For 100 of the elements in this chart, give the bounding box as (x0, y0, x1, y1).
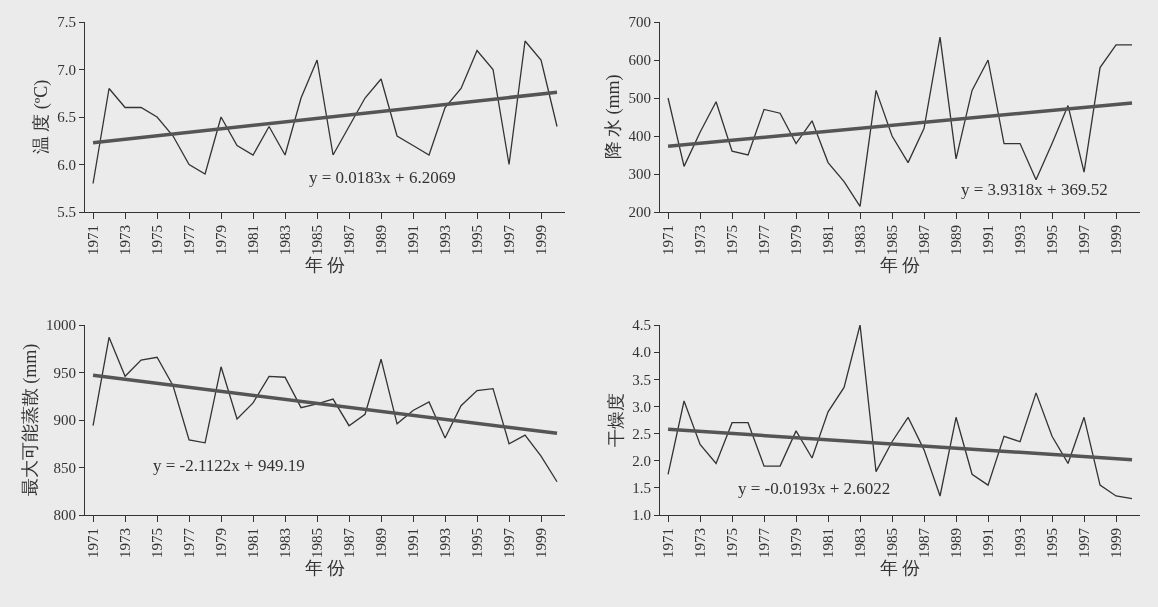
x-tick-label: 1997 (1075, 527, 1092, 558)
y-tick-label: 500 (628, 90, 651, 107)
y-tick-label: 900 (53, 412, 76, 429)
annotation: y = -0.0193x + 2.6022 (738, 479, 891, 498)
y-tick-label: 2.5 (632, 425, 651, 442)
x-tick-label: 1975 (148, 225, 165, 255)
x-tick-label: 1993 (1011, 225, 1028, 255)
y-tick-label: 4.0 (632, 344, 651, 361)
x-tick-label: 1999 (532, 225, 549, 255)
x-axis-title: 年 份 (304, 558, 346, 579)
x-tick-label: 1993 (436, 225, 453, 255)
x-tick-label: 1991 (979, 528, 996, 558)
x-tick-label: 1973 (116, 225, 133, 255)
y-tick-label: 400 (628, 128, 651, 145)
y-axis-title: 温 度 (ºC) (31, 79, 53, 155)
x-tick-label: 1985 (308, 225, 325, 255)
line-series (92, 40, 558, 185)
y-tick-label: 200 (628, 204, 651, 221)
y-tick-label: 950 (53, 364, 76, 381)
x-tick-label: 1983 (851, 528, 868, 558)
y-tick-label: 6.0 (57, 156, 76, 173)
annotation: y = -2.1122x + 949.19 (153, 456, 305, 475)
x-axis-title: 年 份 (879, 558, 921, 579)
x-tick-label: 1973 (691, 225, 708, 255)
x-tick-label: 1975 (723, 528, 740, 558)
y-tick-label: 800 (53, 507, 76, 524)
annotation: y = 0.0183x + 6.2069 (309, 168, 456, 187)
x-tick-label: 1973 (116, 528, 133, 558)
x-tick-label: 1971 (84, 225, 101, 255)
x-tick-label: 1979 (212, 225, 229, 255)
x-tick-label: 1971 (659, 528, 676, 558)
y-tick-label: 3.5 (632, 371, 651, 388)
x-tick-label: 1977 (755, 224, 772, 255)
x-tick-label: 1991 (979, 225, 996, 255)
x-tick-label: 1977 (180, 527, 197, 558)
x-tick-label: 1989 (372, 528, 389, 558)
x-tick-label: 1993 (436, 528, 453, 558)
x-axis-title: 年 份 (304, 255, 346, 276)
y-tick-label: 3.0 (632, 398, 651, 415)
x-tick-label: 1995 (1043, 528, 1060, 558)
x-tick-label: 1987 (915, 527, 932, 558)
x-tick-label: 1979 (212, 528, 229, 558)
x-tick-label: 1997 (500, 527, 517, 558)
x-tick-label: 1973 (691, 528, 708, 558)
x-axis-title: 年 份 (879, 255, 921, 276)
y-tick-label: 850 (53, 459, 76, 476)
y-tick-label: 1000 (46, 317, 76, 334)
x-tick-label: 1995 (1043, 225, 1060, 255)
x-tick-label: 1979 (787, 528, 804, 558)
x-tick-label: 1999 (1107, 528, 1124, 558)
line-series (667, 325, 1133, 500)
line-series (92, 336, 558, 483)
x-tick-label: 1981 (819, 528, 836, 558)
y-tick-label: 7.5 (57, 14, 76, 31)
y-axis-title: 降 水 (mm) (602, 74, 624, 160)
y-tick-label: 6.5 (57, 109, 76, 126)
y-tick-label: 700 (628, 14, 651, 31)
x-tick-label: 1985 (883, 225, 900, 255)
x-tick-label: 1981 (244, 528, 261, 558)
y-axis-title: 干燥度 (606, 393, 627, 447)
x-tick-label: 1995 (468, 225, 485, 255)
x-tick-label: 1993 (1011, 528, 1028, 558)
x-tick-label: 1997 (1075, 224, 1092, 255)
x-tick-label: 1991 (404, 528, 421, 558)
annotation: y = 3.9318x + 369.52 (961, 180, 1108, 199)
x-tick-label: 1985 (308, 528, 325, 558)
y-tick-label: 1.0 (632, 507, 651, 524)
x-tick-label: 1983 (276, 528, 293, 558)
y-tick-label: 7.0 (57, 61, 76, 78)
x-tick-label: 1995 (468, 528, 485, 558)
x-tick-label: 1997 (500, 224, 517, 255)
x-tick-label: 1999 (1107, 225, 1124, 255)
x-tick-label: 1983 (851, 225, 868, 255)
y-tick-label: 300 (628, 166, 651, 183)
x-tick-label: 1989 (947, 225, 964, 255)
x-tick-label: 1987 (340, 527, 357, 558)
x-tick-label: 1989 (947, 528, 964, 558)
x-tick-label: 1975 (148, 528, 165, 558)
y-tick-label: 600 (628, 52, 651, 69)
x-tick-label: 1989 (372, 225, 389, 255)
line-series (667, 36, 1133, 207)
x-tick-label: 1971 (84, 528, 101, 558)
x-tick-label: 1987 (915, 224, 932, 255)
y-tick-label: 5.5 (57, 204, 76, 221)
x-tick-label: 1991 (404, 225, 421, 255)
x-tick-label: 1981 (244, 225, 261, 255)
x-tick-label: 1971 (659, 225, 676, 255)
y-tick-label: 1.5 (632, 480, 651, 497)
x-tick-label: 1977 (180, 224, 197, 255)
x-tick-label: 1977 (755, 527, 772, 558)
x-tick-label: 1975 (723, 225, 740, 255)
x-tick-label: 1979 (787, 225, 804, 255)
x-tick-label: 1987 (340, 224, 357, 255)
x-tick-label: 1985 (883, 528, 900, 558)
y-axis-title: 最大可能蒸散 (mm) (20, 343, 42, 497)
x-tick-label: 1983 (276, 225, 293, 255)
x-tick-label: 1999 (532, 528, 549, 558)
y-tick-label: 2.0 (632, 452, 651, 469)
x-tick-label: 1981 (819, 225, 836, 255)
y-tick-label: 4.5 (632, 317, 651, 334)
